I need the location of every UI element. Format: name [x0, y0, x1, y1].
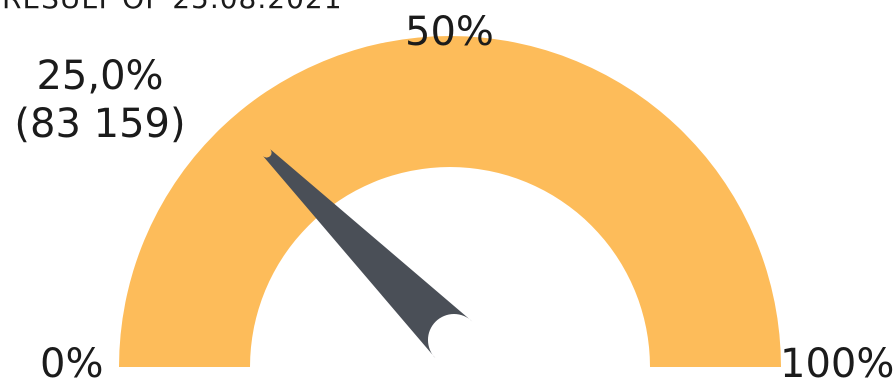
- tick-label-min: 0%: [40, 341, 104, 383]
- value-label-group: 25,0% (83 159): [10, 52, 190, 148]
- gauge-band: [119, 36, 781, 367]
- chart-caption: RESULT OF 25.08.2021: [2, 0, 343, 15]
- value-percent-label: 25,0%: [36, 53, 164, 99]
- gauge-needle: [263, 149, 473, 359]
- tick-label-mid: 50%: [405, 9, 494, 55]
- tick-label-max: 100%: [780, 341, 893, 383]
- value-count-label: (83 159): [14, 101, 186, 147]
